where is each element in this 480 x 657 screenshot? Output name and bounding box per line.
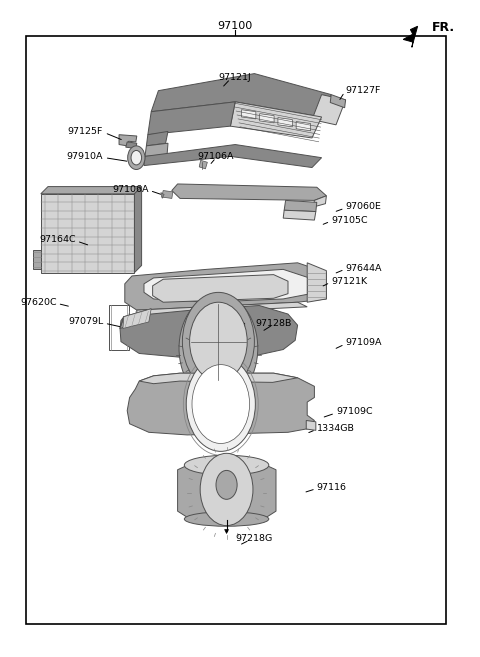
- Polygon shape: [119, 135, 137, 146]
- Bar: [26, 36, 446, 624]
- Text: 97100: 97100: [217, 21, 253, 32]
- Polygon shape: [145, 143, 168, 156]
- Polygon shape: [146, 131, 168, 146]
- Polygon shape: [41, 187, 142, 194]
- Polygon shape: [151, 74, 331, 117]
- Polygon shape: [123, 309, 151, 328]
- Polygon shape: [139, 373, 298, 384]
- Circle shape: [200, 453, 253, 526]
- Polygon shape: [162, 191, 173, 198]
- Polygon shape: [242, 332, 246, 337]
- Text: 97109C: 97109C: [336, 407, 372, 417]
- Polygon shape: [120, 317, 124, 328]
- Polygon shape: [125, 263, 326, 310]
- Text: 97121J: 97121J: [219, 73, 252, 82]
- Text: FR.: FR.: [432, 21, 455, 34]
- Circle shape: [128, 146, 145, 170]
- Polygon shape: [283, 210, 316, 220]
- Text: 97106A: 97106A: [198, 152, 234, 161]
- Polygon shape: [134, 187, 142, 273]
- Text: 97105C: 97105C: [331, 215, 368, 225]
- Circle shape: [182, 292, 254, 391]
- Polygon shape: [241, 110, 256, 119]
- Text: 97109A: 97109A: [346, 338, 382, 348]
- Polygon shape: [278, 118, 292, 127]
- Polygon shape: [330, 95, 346, 108]
- Polygon shape: [144, 145, 322, 168]
- Text: 97644A: 97644A: [346, 263, 382, 273]
- Ellipse shape: [184, 455, 269, 475]
- Circle shape: [131, 150, 142, 165]
- Polygon shape: [126, 142, 137, 148]
- Ellipse shape: [184, 512, 269, 526]
- Text: 97079L: 97079L: [68, 317, 103, 327]
- Circle shape: [192, 365, 250, 443]
- Text: 97106A: 97106A: [112, 185, 149, 194]
- Polygon shape: [161, 193, 164, 198]
- Polygon shape: [230, 102, 322, 138]
- Text: 97125F: 97125F: [68, 127, 103, 136]
- Text: 97127F: 97127F: [346, 86, 381, 95]
- Polygon shape: [306, 420, 316, 430]
- Text: 97121K: 97121K: [331, 277, 367, 286]
- Polygon shape: [178, 463, 276, 520]
- Circle shape: [186, 357, 255, 451]
- Text: 97620C: 97620C: [20, 298, 57, 307]
- Polygon shape: [260, 114, 274, 123]
- Text: 1334GB: 1334GB: [317, 424, 355, 433]
- Polygon shape: [120, 306, 298, 358]
- Polygon shape: [120, 309, 151, 328]
- Polygon shape: [33, 250, 41, 269]
- Text: 97116: 97116: [317, 483, 347, 492]
- Polygon shape: [199, 160, 207, 169]
- Circle shape: [179, 294, 258, 402]
- Polygon shape: [403, 26, 418, 47]
- Text: 97128B: 97128B: [255, 319, 292, 328]
- Polygon shape: [307, 263, 326, 302]
- Polygon shape: [284, 200, 317, 212]
- Polygon shape: [172, 184, 326, 200]
- Polygon shape: [137, 302, 307, 315]
- Text: 97164C: 97164C: [39, 235, 76, 244]
- Text: 97060E: 97060E: [346, 202, 382, 212]
- Polygon shape: [225, 530, 228, 533]
- Polygon shape: [127, 373, 314, 435]
- Polygon shape: [148, 102, 235, 135]
- Polygon shape: [313, 196, 326, 207]
- Polygon shape: [153, 275, 288, 302]
- Text: 97910A: 97910A: [67, 152, 103, 161]
- Bar: [109, 305, 129, 350]
- Circle shape: [190, 302, 247, 381]
- Polygon shape: [296, 122, 311, 131]
- Polygon shape: [144, 269, 307, 302]
- Polygon shape: [312, 95, 346, 125]
- Circle shape: [216, 470, 237, 499]
- Text: 97218G: 97218G: [236, 534, 273, 543]
- Bar: [41, 194, 134, 273]
